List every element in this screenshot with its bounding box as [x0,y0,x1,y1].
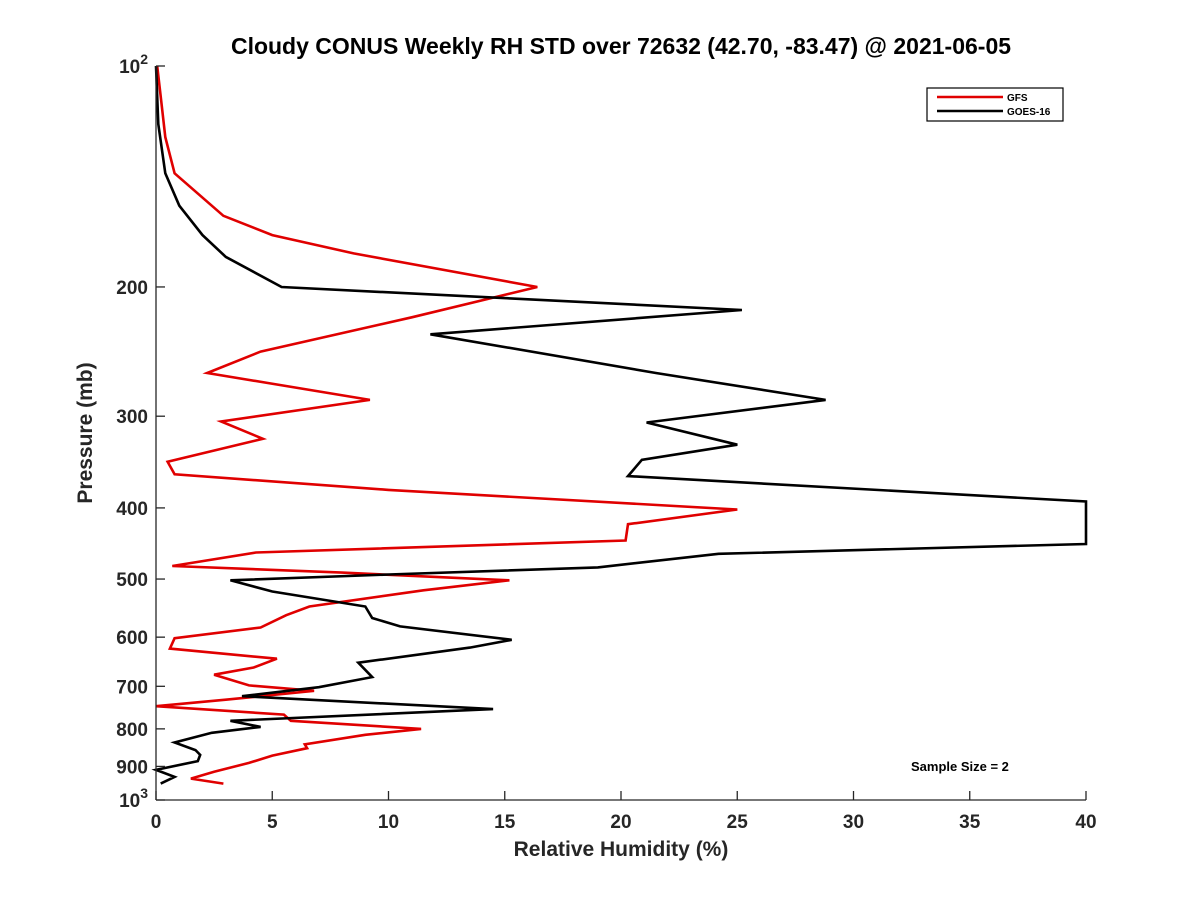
legend-entries: GFS GOES-16 [937,93,1051,118]
chart-title: Cloudy CONUS Weekly RH STD over 72632 (4… [231,33,1011,59]
x-axis-label: Relative Humidity (%) [514,838,729,861]
y-tick-label: 800 [116,720,148,741]
legend-label: GOES-16 [1007,107,1051,118]
y-axis-label: Pressure (mb) [74,362,97,503]
x-tick-label: 15 [494,812,516,833]
legend-label: GFS [1007,93,1028,104]
y-tick-label: 700 [116,677,148,698]
x-tick-label: 20 [610,812,631,833]
series-line-gfs [155,65,738,785]
y-tick-label: 200 [116,278,148,299]
x-tick-label: 40 [1075,812,1096,833]
x-tick-label: 30 [843,812,864,833]
y-tick-label: 900 [116,757,148,778]
y-tick-label: 500 [116,570,148,591]
y-ticks: 102 200 300 400 500 600 700 800 900 103 [116,51,165,812]
legend-box [926,87,1064,122]
x-tick-label: 35 [959,812,981,833]
plot-area: 0 5 10 15 20 25 30 35 40 102 200 300 400 500 600 700 80… [116,51,1096,833]
x-tick-label: 0 [151,812,162,833]
x-tick-label: 5 [267,812,278,833]
x-tick-label: 10 [378,812,399,833]
series-line-goes-16 [151,65,1088,785]
legend: GFS GOES-16 [926,87,1064,122]
y-tick-label: 300 [116,407,148,428]
series-group [151,65,1088,785]
sample-size-annotation: Sample Size = 2 [911,759,1009,774]
y-tick-label: 103 [119,785,148,812]
y-tick-label: 102 [119,51,148,78]
y-tick-label: 600 [116,628,148,649]
y-tick-label: 400 [116,499,148,520]
x-ticks: 0 5 10 15 20 25 30 35 40 [151,791,1097,833]
x-tick-label: 25 [727,812,749,833]
